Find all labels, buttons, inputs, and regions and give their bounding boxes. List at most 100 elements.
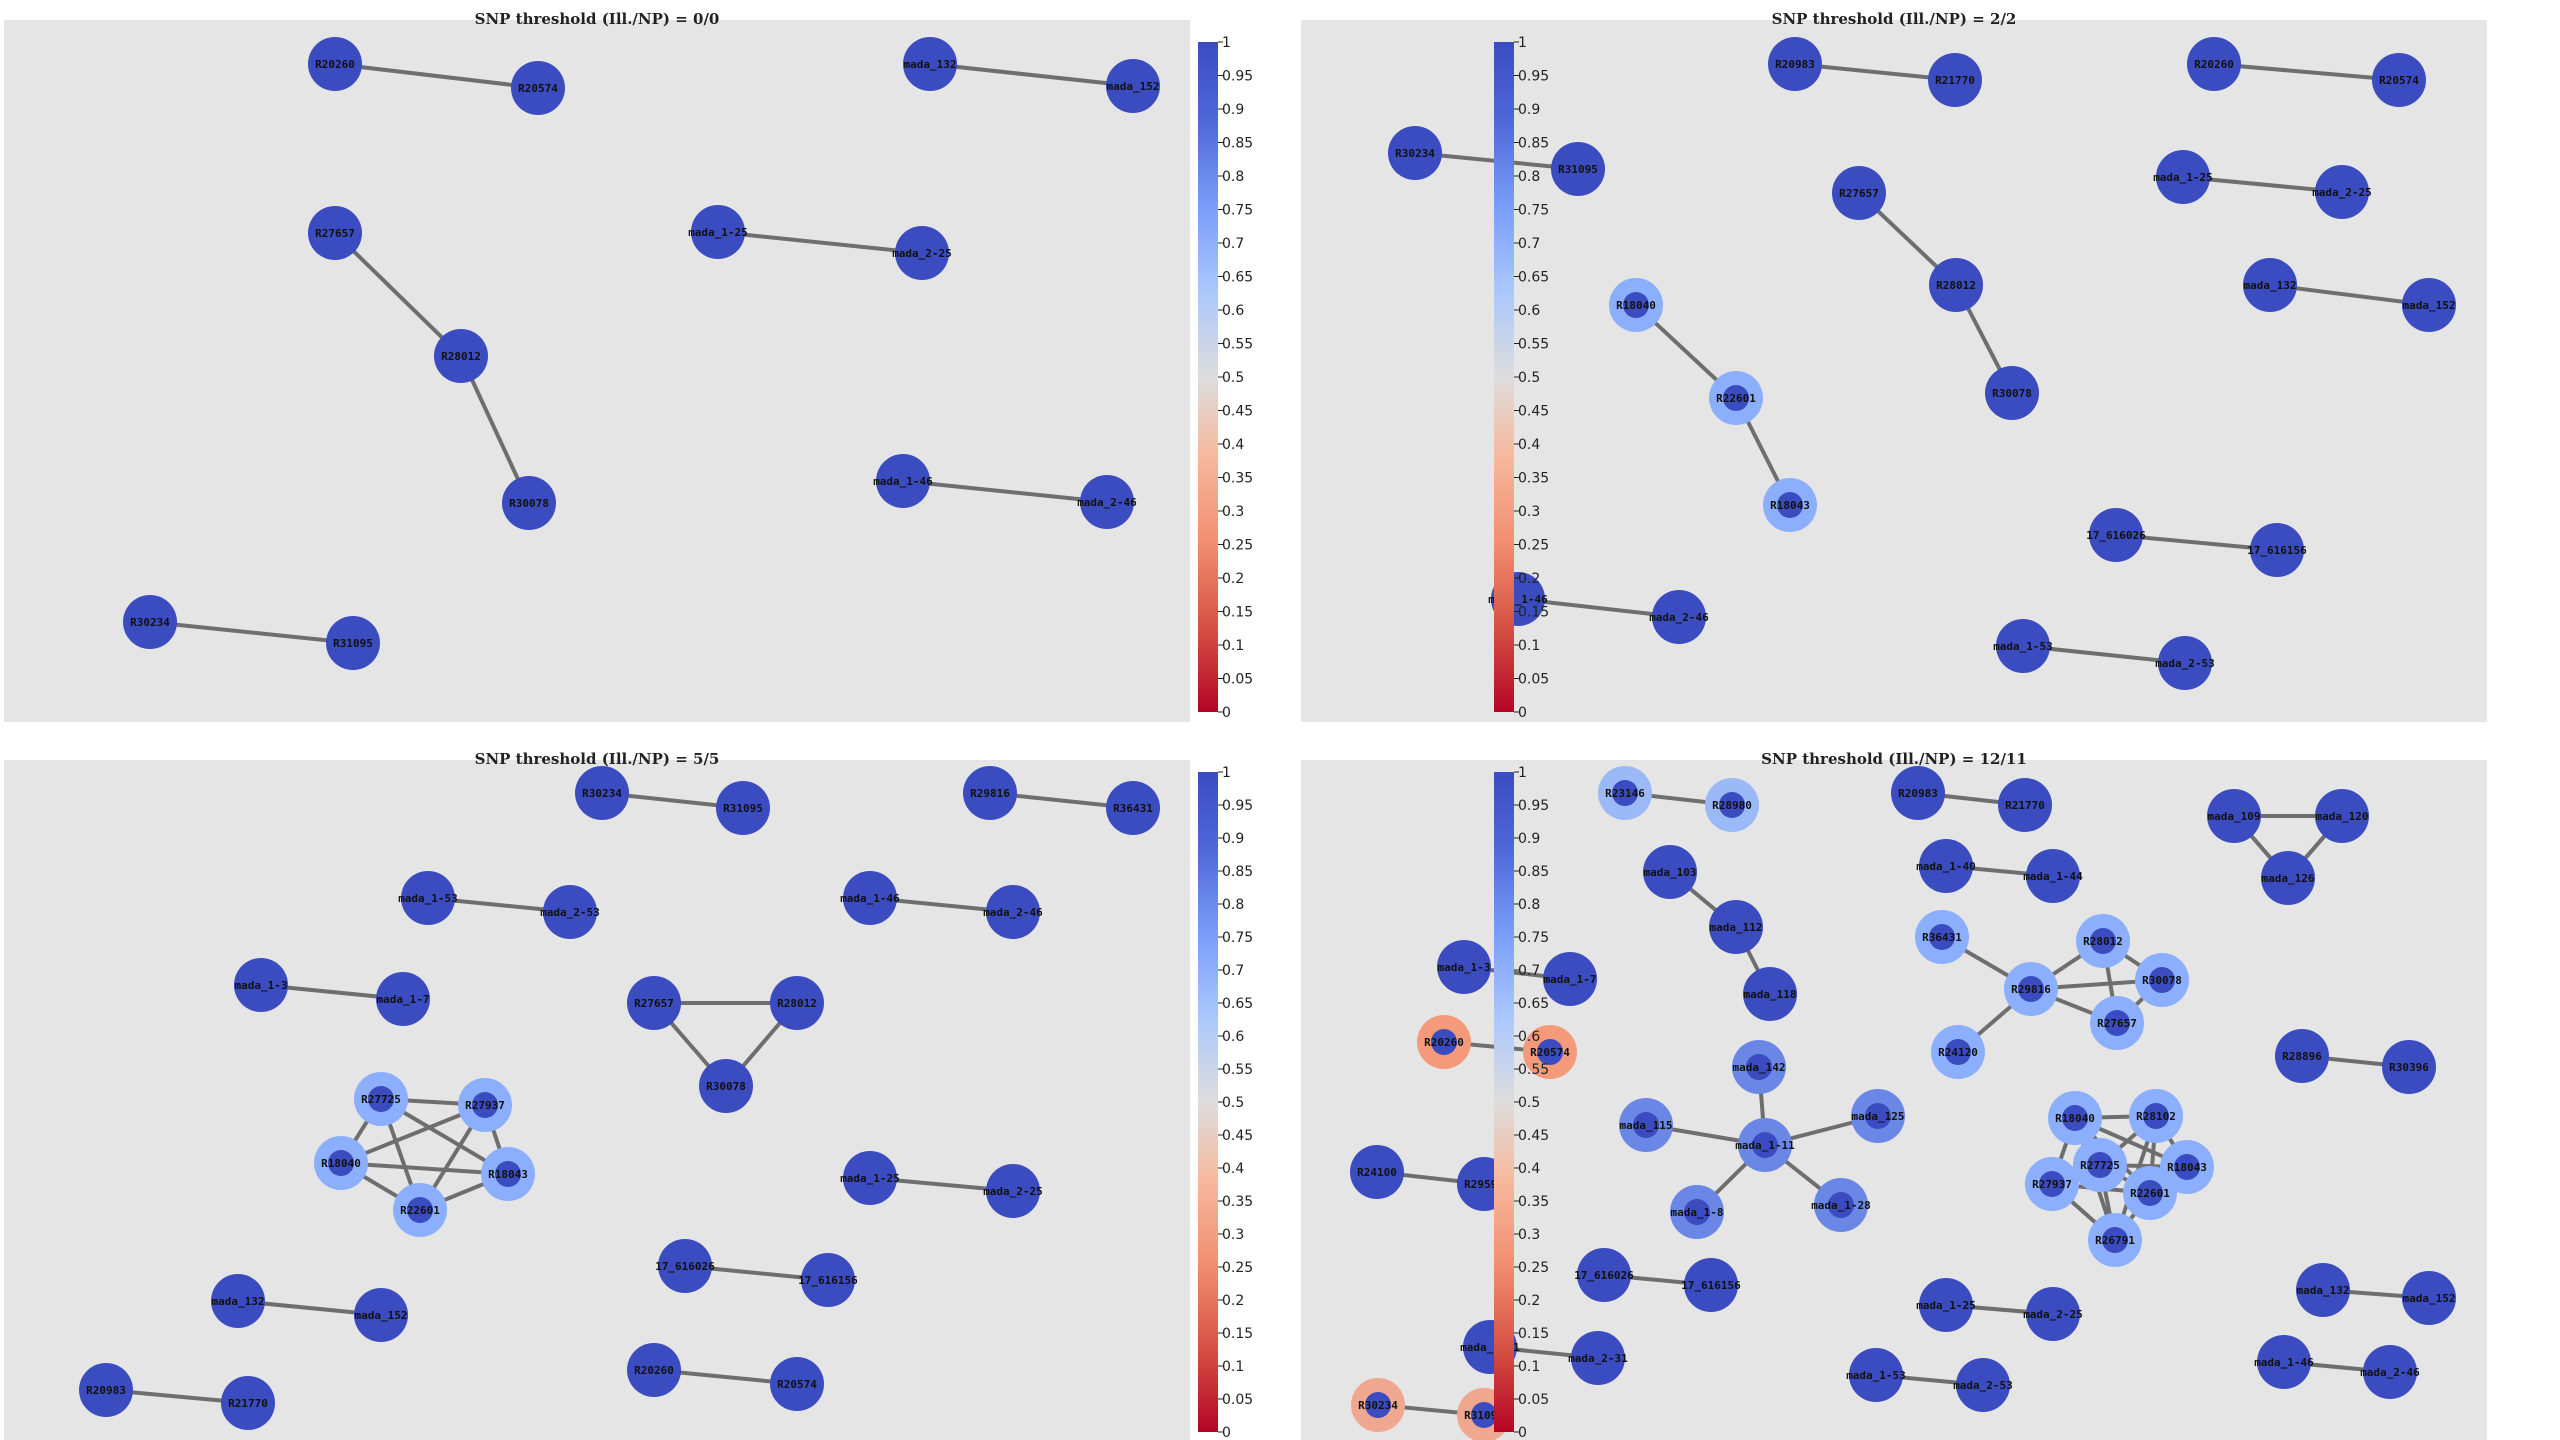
- node-R31095[interactable]: R31095: [1551, 142, 1605, 196]
- node-R29816[interactable]: R29816: [963, 766, 1017, 820]
- node-R30078[interactable]: R30078: [2135, 953, 2189, 1007]
- node-mada_2-53[interactable]: mada_2-53: [2155, 636, 2215, 690]
- node-R20260[interactable]: R20260: [308, 37, 362, 91]
- node-mada_2-25[interactable]: mada_2-25: [2023, 1287, 2083, 1341]
- node-mada_152[interactable]: mada_152: [1106, 59, 1160, 113]
- node-R28012[interactable]: R28012: [770, 976, 824, 1030]
- node-mada_115[interactable]: mada_115: [1619, 1098, 1673, 1152]
- node-17_616156[interactable]: 17_616156: [1681, 1258, 1741, 1312]
- node-R20574[interactable]: R20574: [770, 1357, 824, 1411]
- node-R30234[interactable]: R30234: [575, 766, 629, 820]
- node-R30078[interactable]: R30078: [1985, 366, 2039, 420]
- node-mada_126[interactable]: mada_126: [2261, 851, 2315, 905]
- node-R28896[interactable]: R28896: [2275, 1029, 2329, 1083]
- node-mada_1-25[interactable]: mada_1-25: [1916, 1278, 1976, 1332]
- node-R30234[interactable]: R30234: [1388, 126, 1442, 180]
- node-R28012[interactable]: R28012: [434, 329, 488, 383]
- node-R27937[interactable]: R27937: [458, 1078, 512, 1132]
- node-mada_1-3[interactable]: mada_1-3: [1437, 940, 1491, 994]
- node-mada_2-25[interactable]: mada_2-25: [983, 1164, 1043, 1218]
- node-R22601[interactable]: R22601: [1709, 371, 1763, 425]
- node-R18040[interactable]: R18040: [1609, 278, 1663, 332]
- node-17_616156[interactable]: 17_616156: [798, 1253, 858, 1307]
- node-R18040[interactable]: R18040: [314, 1136, 368, 1190]
- node-mada_132[interactable]: mada_132: [211, 1274, 265, 1328]
- node-mada_132[interactable]: mada_132: [2296, 1263, 2350, 1317]
- node-mada_103[interactable]: mada_103: [1643, 845, 1697, 899]
- node-mada_1-28[interactable]: mada_1-28: [1811, 1178, 1871, 1232]
- node-R22601[interactable]: R22601: [2123, 1166, 2177, 1220]
- node-R36431[interactable]: R36431: [1915, 910, 1969, 964]
- node-mada_2-25[interactable]: mada_2-25: [2312, 165, 2372, 219]
- node-R23146[interactable]: R23146: [1598, 766, 1652, 820]
- node-R18040[interactable]: R18040: [2048, 1091, 2102, 1145]
- node-R30234[interactable]: R30234: [1351, 1378, 1405, 1432]
- node-R20260[interactable]: R20260: [1417, 1015, 1471, 1069]
- node-R27657[interactable]: R27657: [1832, 166, 1886, 220]
- node-mada_112[interactable]: mada_112: [1709, 900, 1763, 954]
- node-mada_1-25[interactable]: mada_1-25: [840, 1151, 900, 1205]
- node-mada_2-46[interactable]: mada_2-46: [983, 885, 1043, 939]
- node-R27657[interactable]: R27657: [308, 206, 362, 260]
- node-R27657[interactable]: R27657: [2090, 996, 2144, 1050]
- node-mada_109[interactable]: mada_109: [2207, 789, 2261, 843]
- node-R18043[interactable]: R18043: [481, 1147, 535, 1201]
- node-17_616026[interactable]: 17_616026: [1574, 1248, 1634, 1302]
- node-R27657[interactable]: R27657: [627, 976, 681, 1030]
- node-mada_1-40[interactable]: mada_1-40: [1916, 839, 1976, 893]
- node-17_616156[interactable]: 17_616156: [2247, 523, 2307, 577]
- node-mada_1-53[interactable]: mada_1-53: [1993, 619, 2053, 673]
- node-R31095[interactable]: R31095: [716, 781, 770, 835]
- node-R27725[interactable]: R27725: [2073, 1138, 2127, 1192]
- node-mada_152[interactable]: mada_152: [354, 1288, 408, 1342]
- node-mada_152[interactable]: mada_152: [2402, 1271, 2456, 1325]
- node-mada_1-44[interactable]: mada_1-44: [2023, 849, 2083, 903]
- node-R20983[interactable]: R20983: [79, 1363, 133, 1417]
- node-mada_1-53[interactable]: mada_1-53: [1846, 1348, 1906, 1402]
- node-R20260[interactable]: R20260: [2187, 37, 2241, 91]
- node-mada_1-7[interactable]: mada_1-7: [1543, 952, 1597, 1006]
- node-mada_1-46[interactable]: mada_1-46: [2254, 1335, 2314, 1389]
- node-mada_1-7[interactable]: mada_1-7: [376, 972, 430, 1026]
- node-R20260[interactable]: R20260: [627, 1343, 681, 1397]
- node-mada_132[interactable]: mada_132: [903, 37, 957, 91]
- node-mada_152[interactable]: mada_152: [2402, 278, 2456, 332]
- node-mada_2-53[interactable]: mada_2-53: [540, 885, 600, 939]
- node-R20983[interactable]: R20983: [1768, 37, 1822, 91]
- node-R21770[interactable]: R21770: [221, 1376, 275, 1430]
- node-R36431[interactable]: R36431: [1106, 781, 1160, 835]
- node-R20574[interactable]: R20574: [2372, 53, 2426, 107]
- node-R30396[interactable]: R30396: [2382, 1040, 2436, 1094]
- node-mada_132[interactable]: mada_132: [2243, 258, 2297, 312]
- node-mada_2-46[interactable]: mada_2-46: [2360, 1345, 2420, 1399]
- node-mada_1-46[interactable]: mada_1-46: [873, 454, 933, 508]
- node-R26791[interactable]: R26791: [2088, 1213, 2142, 1267]
- node-mada_1-11[interactable]: mada_1-11: [1735, 1118, 1795, 1172]
- node-mada_125[interactable]: mada_125: [1851, 1089, 1905, 1143]
- node-R30078[interactable]: R30078: [502, 476, 556, 530]
- node-R20574[interactable]: R20574: [1523, 1025, 1577, 1079]
- node-R20574[interactable]: R20574: [511, 61, 565, 115]
- node-mada_142[interactable]: mada_142: [1732, 1040, 1786, 1094]
- node-R29816[interactable]: R29816: [2004, 962, 2058, 1016]
- node-R28012[interactable]: R28012: [1929, 258, 1983, 312]
- node-R20983[interactable]: R20983: [1891, 766, 1945, 820]
- node-R27725[interactable]: R27725: [354, 1072, 408, 1126]
- node-mada_1-53[interactable]: mada_1-53: [398, 871, 458, 925]
- node-mada_1-25[interactable]: mada_1-25: [688, 205, 748, 259]
- node-R22601[interactable]: R22601: [393, 1183, 447, 1237]
- node-R27937[interactable]: R27937: [2025, 1157, 2079, 1211]
- node-mada_120[interactable]: mada_120: [2315, 789, 2369, 843]
- node-mada_1-25[interactable]: mada_1-25: [2153, 150, 2213, 204]
- node-17_616026[interactable]: 17_616026: [2086, 508, 2146, 562]
- node-R28980[interactable]: R28980: [1705, 778, 1759, 832]
- node-R24120[interactable]: R24120: [1931, 1025, 1985, 1079]
- node-mada_2-53[interactable]: mada_2-53: [1953, 1358, 2013, 1412]
- node-R28012[interactable]: R28012: [2076, 914, 2130, 968]
- node-R28102[interactable]: R28102: [2129, 1089, 2183, 1143]
- node-R18043[interactable]: R18043: [1763, 478, 1817, 532]
- node-R31095[interactable]: R31095: [326, 616, 380, 670]
- node-mada_2-46[interactable]: mada_2-46: [1649, 590, 1709, 644]
- node-R21770[interactable]: R21770: [1998, 778, 2052, 832]
- node-R30234[interactable]: R30234: [123, 595, 177, 649]
